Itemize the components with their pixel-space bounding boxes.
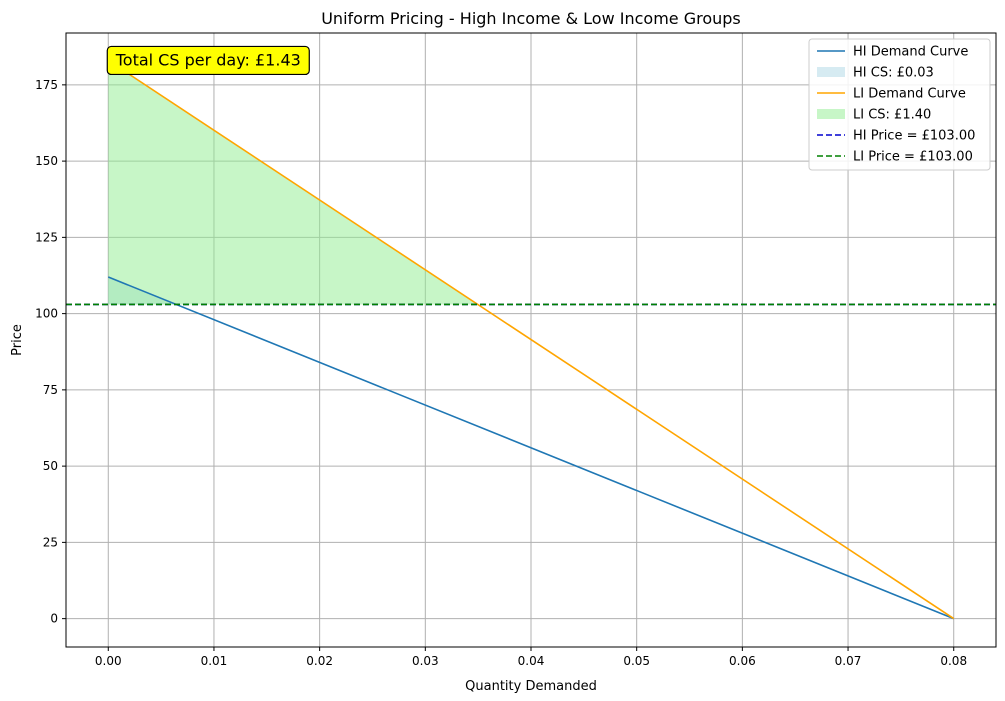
x-axis-ticks: 0.00 0.01 0.02 0.03 0.04 0.05 0.06 0.07 0.08 bbox=[95, 647, 967, 668]
legend-label: HI Demand Curve bbox=[853, 45, 968, 60]
x-tick-label: 0.02 bbox=[306, 654, 333, 668]
x-axis-title: Quantity Demanded bbox=[465, 679, 597, 694]
y-tick-label: 100 bbox=[35, 307, 58, 321]
demand-curve-line bbox=[108, 276, 954, 620]
y-axis-title: Price bbox=[10, 324, 25, 356]
y-tick-label: 175 bbox=[35, 78, 58, 92]
x-tick-label: 0.00 bbox=[95, 654, 122, 668]
annotation-box bbox=[106, 45, 310, 76]
y-tick-label: 50 bbox=[43, 459, 58, 473]
legend-frame bbox=[808, 38, 991, 171]
x-tick-label: 0.03 bbox=[412, 654, 439, 668]
legend-label: LI CS: £1.40 bbox=[853, 108, 931, 123]
total-cs-annotation: Total CS per day: £1.43 bbox=[106, 45, 310, 76]
chart-title: Uniform Pricing - High Income & Low Inco… bbox=[321, 9, 741, 28]
legend-label: HI CS: £0.03 bbox=[853, 66, 934, 81]
legend-label: HI Price = £103.00 bbox=[853, 129, 975, 144]
y-tick-label: 150 bbox=[35, 154, 58, 168]
y-tick-label: 0 bbox=[50, 612, 58, 626]
y-tick-label: 125 bbox=[35, 230, 58, 244]
demand-curve-line bbox=[107, 59, 955, 620]
x-tick-label: 0.05 bbox=[623, 654, 650, 668]
legend-label: LI Demand Curve bbox=[853, 87, 966, 102]
y-tick-label: 25 bbox=[43, 535, 58, 549]
x-tick-label: 0.04 bbox=[518, 654, 545, 668]
legend-swatch bbox=[817, 67, 845, 77]
annotation-text: Total CS per day: £1.43 bbox=[115, 50, 301, 69]
y-tick-label: 75 bbox=[43, 383, 58, 397]
x-tick-label: 0.06 bbox=[729, 654, 756, 668]
x-tick-label: 0.07 bbox=[835, 654, 862, 668]
demand-curves bbox=[107, 59, 955, 620]
legend: HI Demand Curve HI CS: £0.03 LI Demand Cur… bbox=[808, 38, 991, 171]
x-tick-label: 0.01 bbox=[201, 654, 228, 668]
x-tick-label: 0.08 bbox=[940, 654, 967, 668]
legend-label: LI Price = £103.00 bbox=[853, 150, 973, 165]
legend-swatch bbox=[817, 109, 845, 119]
y-axis-ticks: 0 25 50 75 100 125 150 175 bbox=[35, 78, 66, 626]
